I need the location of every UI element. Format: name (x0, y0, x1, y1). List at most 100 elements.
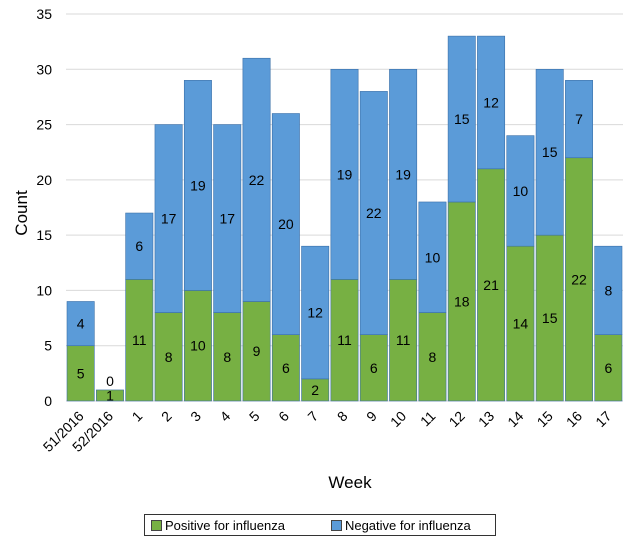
legend-item-negative: Negative for influenza (330, 517, 471, 533)
x-axis-label: Week (328, 473, 372, 492)
data-label-positive: 8 (429, 349, 437, 365)
x-tick-label: 12 (446, 408, 468, 430)
data-label-negative: 12 (483, 94, 499, 110)
data-label-negative: 15 (454, 111, 470, 127)
y-tick-label: 30 (36, 61, 52, 77)
bar-negative (271, 113, 300, 335)
data-label-positive: 6 (370, 360, 378, 376)
bar-negative (242, 57, 271, 302)
x-tick-label: 13 (475, 408, 497, 430)
data-label-positive: 11 (132, 332, 147, 348)
x-tick-label: 11 (417, 408, 439, 430)
bar-positive (183, 290, 212, 402)
bar-negative (125, 212, 154, 280)
bar-negative (154, 124, 183, 313)
data-label-positive: 1 (106, 387, 114, 403)
y-tick-label: 0 (44, 393, 52, 409)
bar-negative (447, 35, 476, 203)
bar-positive (594, 334, 623, 402)
bar-negative (359, 91, 388, 335)
bar-positive (66, 345, 95, 402)
data-label-negative: 22 (249, 172, 265, 188)
y-tick-label: 35 (36, 6, 52, 22)
bar-negative (506, 135, 535, 247)
x-tick-label: 8 (334, 408, 351, 425)
x-tick-label: 17 (592, 408, 614, 430)
x-tick-label: 4 (217, 408, 234, 425)
legend-label-positive: Positive for influenza (165, 517, 285, 533)
legend-label-negative: Negative for influenza (344, 517, 471, 533)
data-label-positive: 15 (542, 310, 558, 326)
bar-negative (389, 68, 418, 280)
bar-negative (565, 80, 593, 159)
bar-value-labels: 5 4 10 11 6 8 17 10 19 8 17 9 22 6 20 2 12 11 19 6 22 11 19 8 10… (77, 94, 613, 403)
data-label-positive: 6 (282, 360, 290, 376)
x-tick-label: 14 (504, 408, 526, 430)
bar-positive (418, 312, 447, 402)
bar-negative (418, 201, 447, 313)
bar-negative (477, 35, 506, 170)
x-tick-label: 16 (563, 408, 585, 430)
bar-negative (330, 68, 359, 280)
data-label-positive: 9 (253, 343, 261, 359)
data-label-positive: 11 (337, 332, 352, 348)
x-tick-label: 10 (387, 408, 409, 430)
bar-negative (535, 68, 564, 236)
x-tick-label: 9 (363, 408, 380, 425)
data-label-negative: 20 (278, 216, 294, 232)
data-label-negative: 4 (77, 316, 85, 332)
bar-positive (213, 312, 242, 402)
data-label-negative: 19 (190, 177, 206, 193)
x-tick-label: 3 (187, 408, 204, 425)
data-label-negative: 10 (513, 183, 529, 199)
bar-positive (96, 389, 124, 402)
data-label-positive: 11 (396, 332, 411, 348)
bar-negative (213, 124, 242, 313)
data-label-negative: 12 (307, 305, 323, 321)
data-label-negative: 19 (395, 166, 411, 182)
data-label-positive: 5 (77, 365, 85, 381)
x-tick-label: 7 (304, 408, 321, 425)
bar-positive (154, 312, 183, 402)
bar-positive (330, 279, 359, 402)
bar-negative (66, 301, 95, 347)
data-label-positive: 10 (190, 338, 206, 354)
data-label-positive: 2 (311, 382, 319, 398)
data-label-positive: 14 (513, 316, 529, 332)
y-tick-label: 15 (36, 227, 52, 243)
data-label-negative: 10 (425, 249, 441, 265)
bar-negative (594, 245, 623, 335)
y-tick-label: 5 (44, 338, 52, 354)
data-label-positive: 6 (604, 360, 612, 376)
bar-positive (271, 334, 300, 402)
data-label-negative: 17 (219, 211, 235, 227)
x-tick-label: 1 (129, 408, 146, 425)
data-label-negative: 15 (542, 144, 558, 160)
data-label-negative: 19 (337, 166, 353, 182)
data-label-positive: 8 (223, 349, 231, 365)
data-label-positive: 18 (454, 293, 470, 309)
data-label-negative: 17 (161, 211, 177, 227)
bar-positive (506, 245, 535, 402)
data-label-negative: 0 (106, 373, 114, 389)
y-axis-ticks: 0 5 10 15 20 25 30 35 (36, 6, 52, 409)
x-tick-label: 6 (275, 408, 292, 425)
data-label-positive: 22 (571, 271, 587, 287)
legend-swatch-negative (330, 519, 342, 531)
bar-positive (477, 168, 506, 402)
data-label-negative: 6 (135, 238, 143, 254)
y-tick-label: 10 (36, 282, 52, 298)
y-tick-label: 20 (36, 172, 52, 188)
data-label-negative: 22 (366, 205, 382, 221)
bars (66, 35, 623, 402)
data-label-negative: 8 (604, 282, 612, 298)
y-axis-label: Count (12, 190, 31, 236)
bar-positive (242, 301, 271, 402)
bar-positive (389, 279, 418, 402)
data-label-positive: 8 (165, 349, 173, 365)
x-tick-label: 2 (158, 408, 175, 425)
legend-swatch-positive (151, 519, 162, 531)
bar-negative (301, 245, 330, 380)
